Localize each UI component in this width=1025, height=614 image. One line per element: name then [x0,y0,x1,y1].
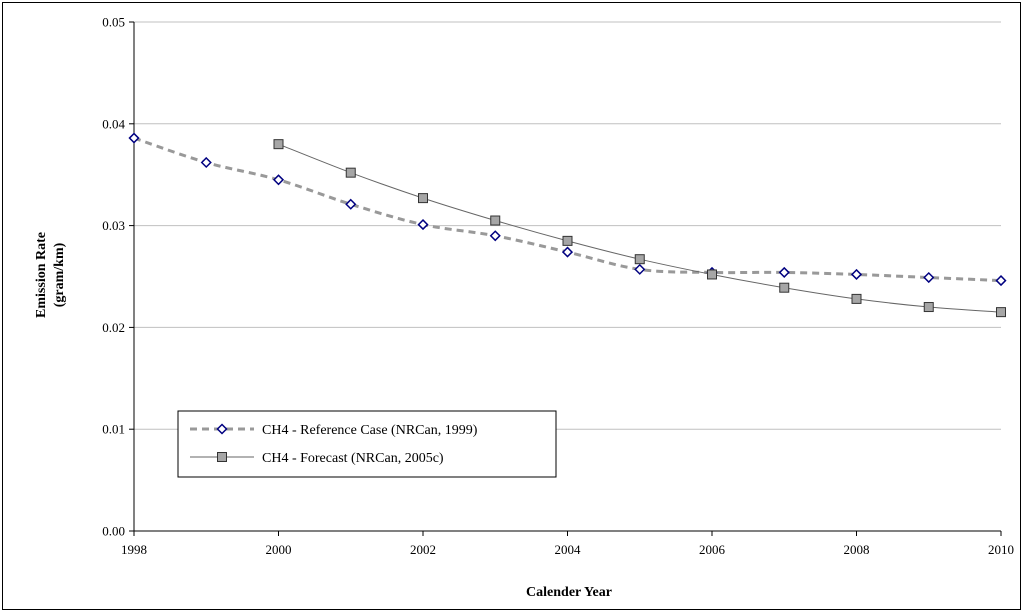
data-point [273,139,284,150]
y-tick-label: 0.04 [102,116,125,131]
data-point [851,293,862,304]
legend-swatch-forecast-marker [217,452,227,462]
data-point [996,307,1006,318]
y-tick-label: 0.00 [102,524,125,539]
data-point [561,246,574,258]
x-tick-label: 2008 [844,542,870,557]
series-reference-case [128,132,1007,287]
data-point [489,230,501,242]
data-point [707,269,717,280]
series-forecast [273,139,1006,318]
data-point [850,268,863,281]
y-axis-title-line-1: Emission Rate [34,232,49,318]
data-point [779,282,790,293]
data-point [128,132,140,144]
gridlines [134,21,1001,430]
legend-label-reference: CH4 - Reference Case (NRCan, 1999) [262,423,478,438]
data-point [272,174,285,186]
data-point [418,193,428,204]
data-point [634,263,646,275]
series-layer [128,132,1007,318]
x-tick-label: 2002 [410,542,436,557]
y-tick-label: 0.05 [102,15,125,30]
x-axis-title: Calender Year [526,585,612,600]
data-point [200,156,212,169]
data-point [778,266,790,278]
axes [129,21,1002,536]
x-tick-label: 2004 [555,542,582,557]
y-tick-label: 0.01 [102,422,125,437]
legend-swatch-reference-marker [216,423,228,435]
legend: CH4 - Reference Case (NRCan, 1999) CH4 -… [177,410,557,478]
tick-labels: 0.00 0.01 0.02 0.03 0.04 0.05 1998 2000 2002 2004… [102,15,1014,558]
series-line [133,136,1002,283]
data-point [562,235,573,246]
data-point [995,275,1007,287]
x-tick-label: 2000 [266,542,292,557]
y-tick-label: 0.02 [102,320,125,335]
data-point [417,219,429,231]
legend-box [177,410,557,478]
data-point [923,271,935,284]
y-axis-title: Emission Rate (gram/km) [34,232,67,318]
y-tick-label: 0.03 [102,218,125,233]
data-point [923,302,934,313]
x-tick-label: 1998 [121,542,147,557]
series-line [278,143,1002,313]
data-point [345,198,357,210]
data-point [345,167,356,178]
data-point [490,215,501,226]
x-tick-label: 2010 [988,542,1014,557]
data-point [634,254,645,265]
x-tick-label: 2006 [699,542,726,557]
y-axis-title-line-2: (gram/km) [52,242,67,307]
legend-label-forecast: CH4 - Forecast (NRCan, 2005c) [262,451,444,466]
